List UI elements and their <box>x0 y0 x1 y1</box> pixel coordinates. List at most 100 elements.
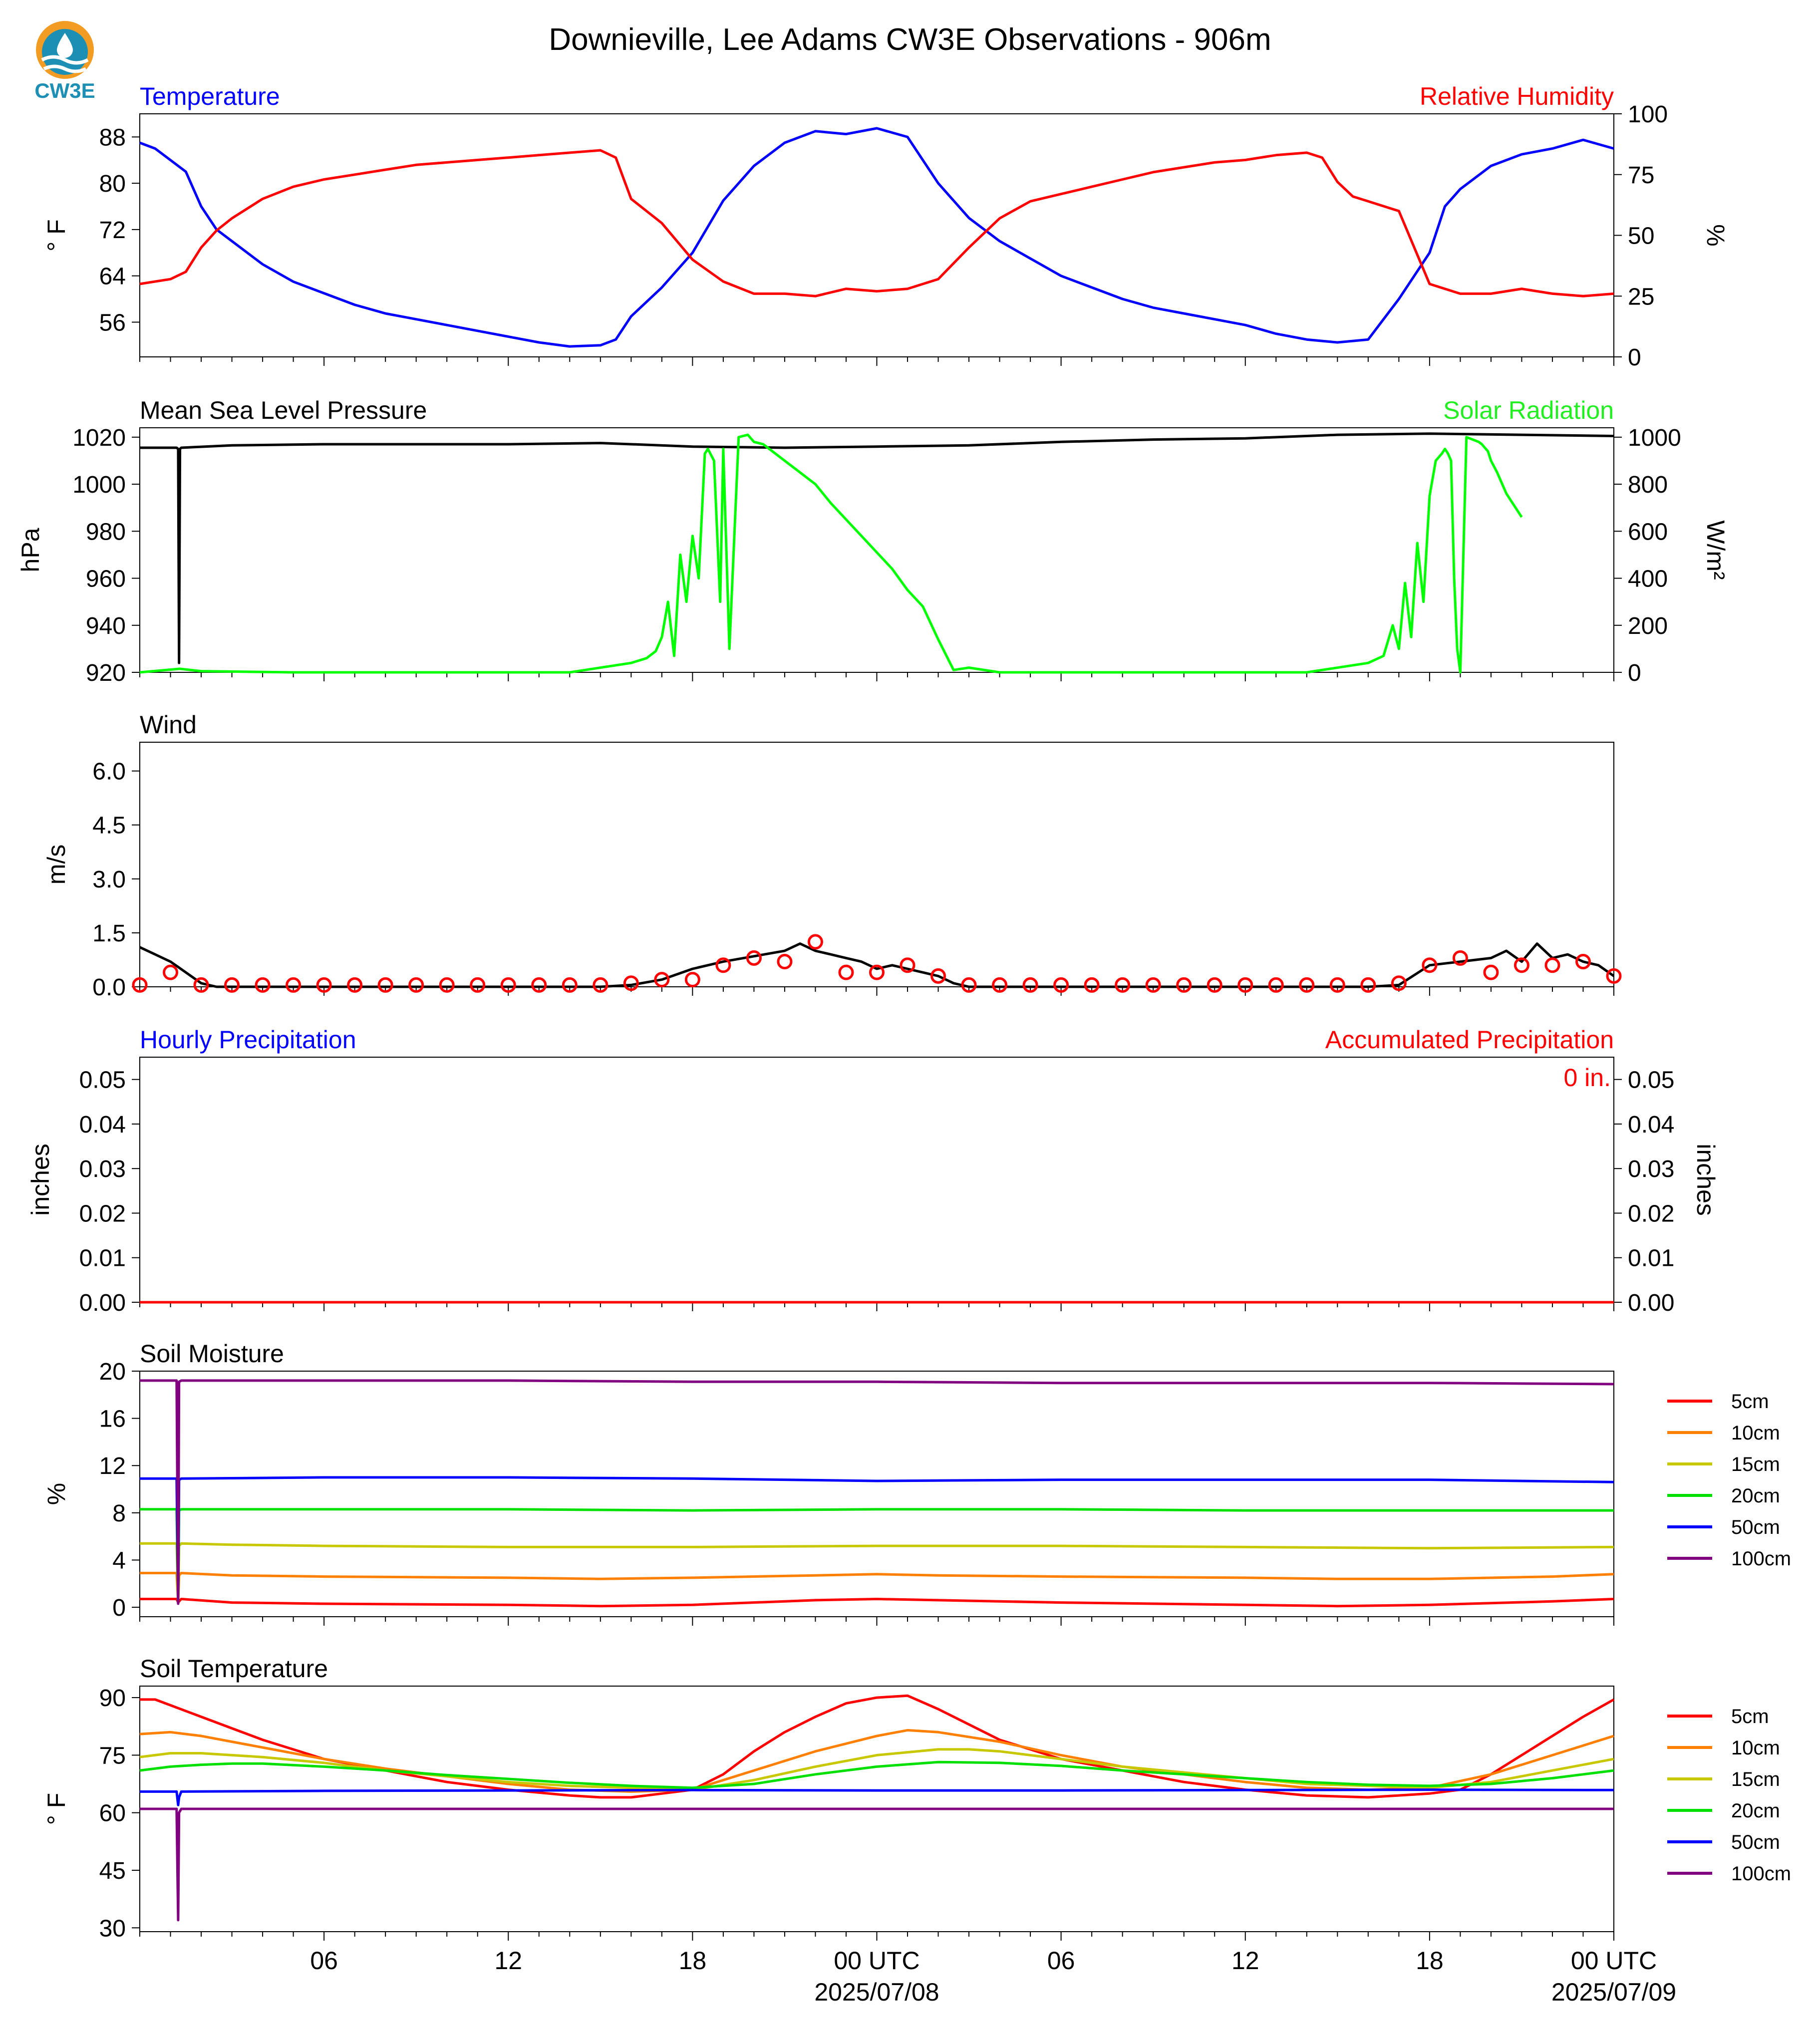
panel-title-left: Mean Sea Level Pressure <box>140 396 427 424</box>
y-tick-label-left: 0.00 <box>79 1290 126 1316</box>
y-tick-label-right: 0.00 <box>1628 1290 1674 1316</box>
wind-gust-marker <box>163 964 179 980</box>
y-axis-label-left: ° F <box>42 219 70 251</box>
y-tick-label-right: 0.05 <box>1628 1067 1674 1094</box>
y-axis-label-left: m/s <box>42 845 70 885</box>
wind-gust-marker <box>654 972 670 988</box>
series-line-100cm <box>140 1807 1614 1922</box>
wind-gust-marker <box>930 968 946 984</box>
legend-label: 20cm <box>1731 1800 1780 1822</box>
wind-gust-marker <box>1176 977 1192 993</box>
y-axis-label-left: % <box>42 1483 70 1505</box>
y-tick-label-right: 0.01 <box>1628 1245 1674 1272</box>
panel-title-left: Soil Moisture <box>140 1340 284 1368</box>
logo-wave-icon <box>41 55 89 65</box>
y-tick-label-right: 800 <box>1628 472 1668 498</box>
y-tick-label-left: 72 <box>99 217 126 244</box>
y-tick-label-left: 60 <box>99 1800 126 1827</box>
y-tick-label-left: 0.05 <box>79 1067 126 1094</box>
wind-gust-marker <box>807 934 823 950</box>
y-tick-label-left: 6.0 <box>92 759 126 785</box>
wind-gust-marker <box>684 972 700 988</box>
wind-gust-marker <box>1084 977 1100 993</box>
wind-gust-marker <box>408 977 424 993</box>
series-line-series-1 <box>139 127 1614 348</box>
wind-gust-marker <box>1329 977 1345 993</box>
wind-gust-marker <box>316 977 332 993</box>
y-tick-label-left: 1000 <box>72 472 126 498</box>
y-tick-label-right: 400 <box>1628 566 1668 592</box>
legend-label: 100cm <box>1731 1863 1791 1885</box>
y-tick-label-left: 0.03 <box>79 1156 126 1182</box>
y-tick-label-right: 0.04 <box>1628 1112 1674 1138</box>
wind-gust-marker <box>255 977 271 993</box>
wind-gust-marker <box>715 957 731 973</box>
wind-gust-marker <box>1207 977 1222 993</box>
y-tick-label-left: 88 <box>99 124 126 151</box>
cw3e-logo: CW3E <box>34 21 95 102</box>
wind-gust-marker <box>1483 964 1499 980</box>
wind-gust-marker <box>1575 954 1591 970</box>
y-tick-label-left: 1.5 <box>92 920 126 947</box>
legend-label: 15cm <box>1731 1768 1780 1790</box>
y-tick-label-right: 0.03 <box>1628 1156 1674 1182</box>
wind-gust-marker <box>1022 977 1038 993</box>
wind-gust-marker <box>746 950 762 966</box>
wind-gust-marker <box>1237 977 1253 993</box>
y-tick-label-left: 0.01 <box>79 1245 126 1272</box>
panel-title-left: Temperature <box>140 82 280 110</box>
series-line-series-2 <box>139 149 1614 297</box>
y-tick-label-left: 920 <box>86 660 126 686</box>
wind-gust-marker <box>1145 977 1161 993</box>
y-tick-label-right: 1000 <box>1628 425 1681 451</box>
series-line-series-1 <box>139 942 1615 988</box>
wind-gust-marker <box>1606 968 1622 984</box>
panel-title-left: Soil Temperature <box>140 1655 328 1683</box>
wind-gust-marker <box>562 977 578 993</box>
legend-label: 100cm <box>1731 1548 1791 1570</box>
wind-gust-marker <box>1452 950 1468 966</box>
y-axis-label-left: ° F <box>42 1793 70 1825</box>
panel-5: Soil Moisture 0 4 8 12 16 20% 5cm 10cm 15cm 20cm 50… <box>42 1340 1791 1626</box>
y-tick-label-left: 0.0 <box>92 974 126 1001</box>
logo-text: CW3E <box>34 79 95 102</box>
legend-label: 50cm <box>1731 1516 1780 1538</box>
y-tick-label-right: 0.02 <box>1628 1200 1674 1227</box>
wind-gust-marker <box>132 977 148 993</box>
accumulated-precip-value: 0 in. <box>1563 1064 1611 1092</box>
series-line-100cm <box>140 1379 1614 1605</box>
x-tick-label: 12 <box>1231 1947 1259 1975</box>
wind-gust-marker <box>377 977 393 993</box>
y-tick-label-right: 100 <box>1628 101 1668 128</box>
x-tick-label: 00 UTC <box>1571 1947 1657 1975</box>
y-tick-label-left: 80 <box>99 171 126 197</box>
wind-gust-marker <box>1544 957 1560 973</box>
y-tick-label-left: 0 <box>112 1595 126 1621</box>
y-tick-label-left: 4 <box>112 1547 126 1574</box>
y-tick-label-right: 75 <box>1628 162 1654 189</box>
y-axis-label-left: inches <box>26 1144 54 1216</box>
y-tick-label-left: 4.5 <box>92 813 126 839</box>
legend-label: 5cm <box>1731 1391 1769 1413</box>
legend-label: 20cm <box>1731 1485 1780 1507</box>
wind-gust-marker <box>900 957 915 973</box>
wind-gust-marker <box>347 977 363 993</box>
wind-gust-marker <box>992 977 1008 993</box>
x-tick-label: 00 UTC <box>834 1947 919 1975</box>
y-tick-label-left: 56 <box>99 309 126 336</box>
x-tick-date: 2025/07/09 <box>1551 1978 1676 2006</box>
x-axis-labels: 06 12 18 00 UTC 2025/07/08 06 12 18 00 UTC 2025/0… <box>310 1947 1676 2006</box>
panel-title-right: Solar Radiation <box>1443 396 1614 424</box>
wind-gust-marker <box>1053 977 1069 993</box>
legend-label: 5cm <box>1731 1706 1769 1728</box>
wind-gust-marker <box>623 975 639 991</box>
panel-1: Temperature Relative Humidity 56 64 72 80 88 ° … <box>42 82 1730 371</box>
wind-gust-marker <box>838 964 854 980</box>
y-tick-label-right: 50 <box>1628 223 1654 250</box>
legend-label: 50cm <box>1731 1831 1780 1853</box>
y-tick-label-left: 64 <box>99 264 126 290</box>
figure-title: Downieville, Lee Adams CW3E Observations… <box>549 22 1271 57</box>
wind-gust-marker <box>470 977 486 993</box>
